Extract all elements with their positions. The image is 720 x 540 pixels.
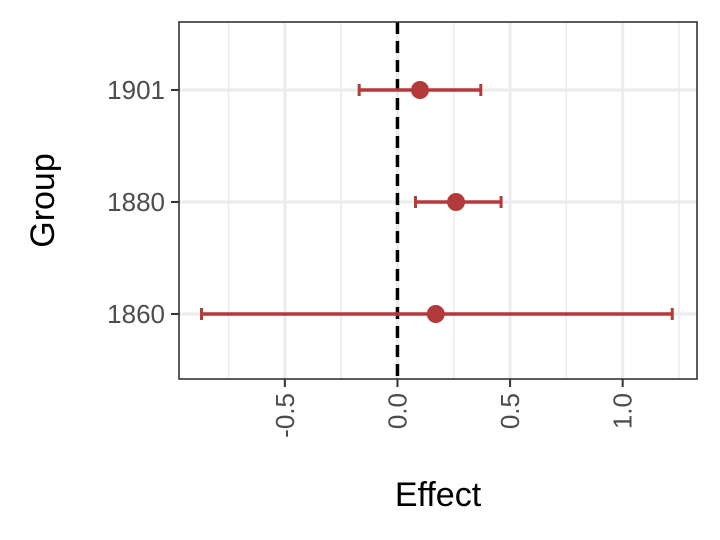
x-tick-label: 0.5 [495, 393, 525, 429]
x-tick-label: 0.0 [382, 393, 412, 429]
y-tick-label: 1860 [107, 299, 165, 329]
point-estimate [410, 81, 429, 99]
x-tick-label: 1.0 [608, 393, 638, 429]
point-estimate [447, 193, 466, 211]
y-axis-title: Group [24, 153, 62, 248]
x-axis-ticks: -0.5 0.0 0.5 1.0 [270, 379, 638, 438]
y-tick-label: 1901 [107, 75, 165, 105]
point-estimate [426, 305, 445, 323]
y-axis-ticks: 1901 1880 1860 [107, 75, 179, 329]
y-tick-label: 1880 [107, 187, 165, 217]
x-tick-label: -0.5 [270, 393, 300, 438]
panel-border [178, 21, 698, 380]
effect-series [200, 81, 674, 323]
x-axis-title: Effect [395, 476, 482, 514]
